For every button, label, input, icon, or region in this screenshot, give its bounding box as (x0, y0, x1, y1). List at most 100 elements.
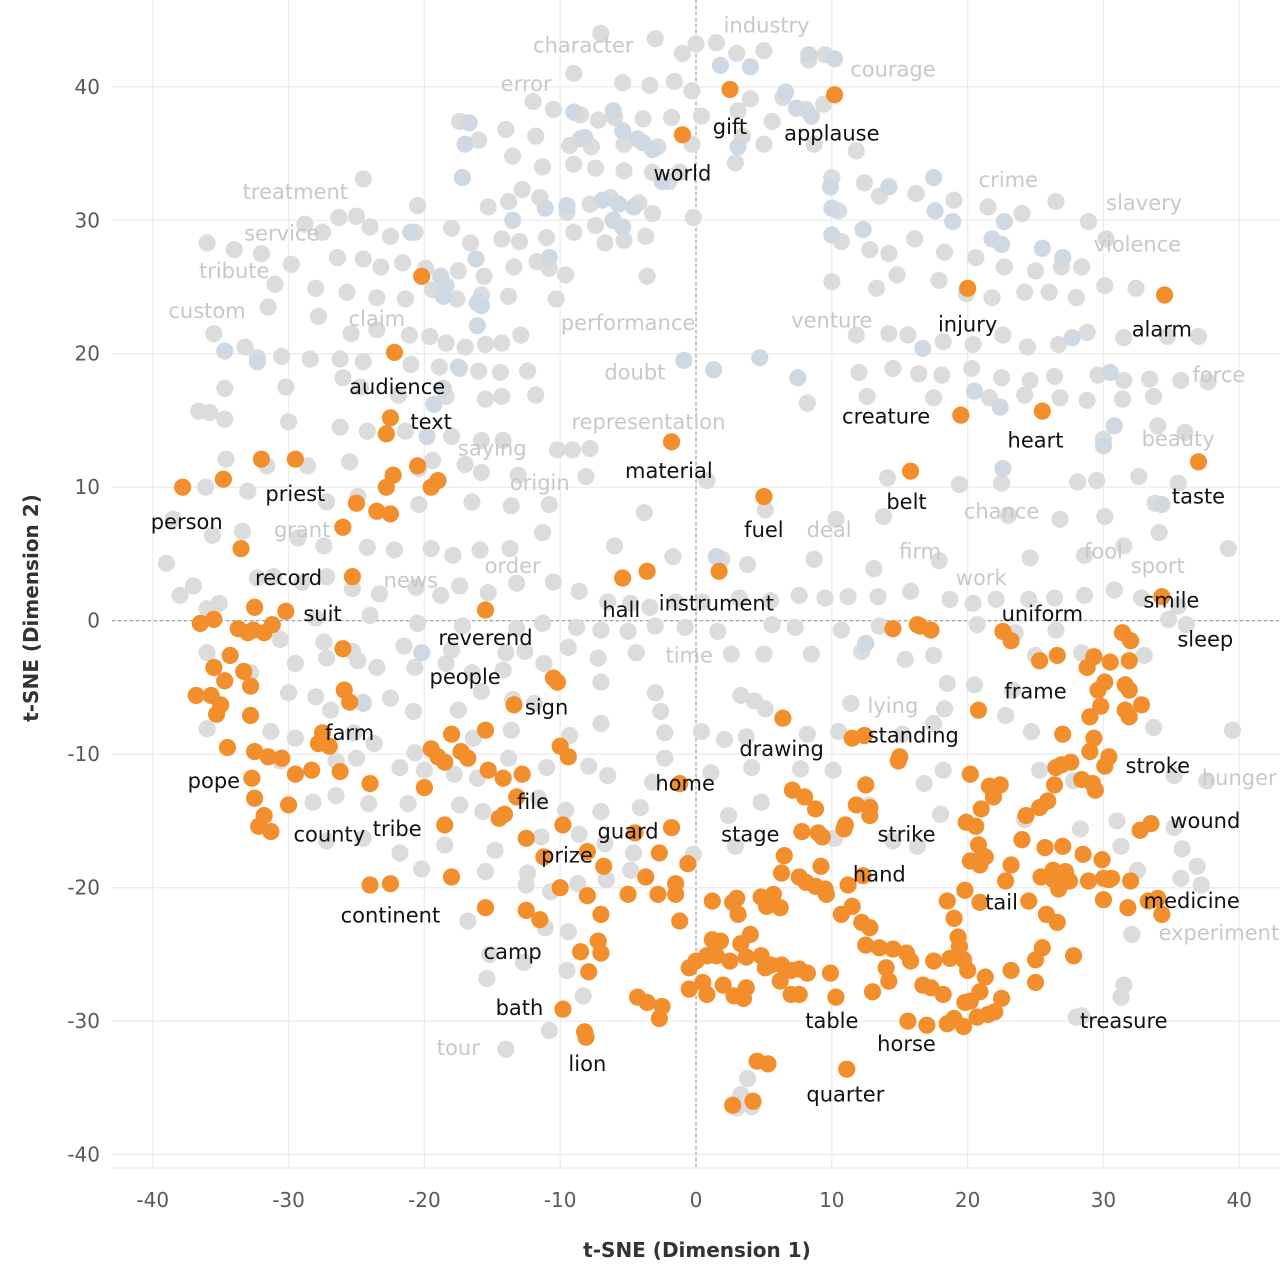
grey-point (516, 642, 534, 661)
grey-point (662, 108, 681, 127)
grey-word-label: performance (561, 311, 696, 335)
grey-point (798, 725, 816, 743)
grey-point (524, 92, 542, 111)
blue-point (216, 342, 234, 360)
grey-point (225, 241, 243, 259)
grey-point (203, 526, 222, 544)
grey-point (463, 493, 481, 511)
highlighted-point (1153, 588, 1171, 606)
grey-point (997, 706, 1015, 725)
highlighted-point (303, 761, 321, 779)
grey-point (266, 275, 284, 293)
highlighted-point (205, 658, 223, 677)
x-axis-title: t-SNE (Dimension 1) (583, 1238, 811, 1262)
highlighted-point (771, 899, 789, 917)
grey-point (964, 594, 982, 612)
highlighted-point (992, 989, 1011, 1008)
blue-point (354, 694, 372, 713)
grey-point (615, 162, 633, 180)
highlighted-word-label: medicine (1144, 889, 1240, 913)
blue-point (777, 83, 795, 101)
highlighted-point (619, 885, 637, 903)
grey-point (565, 223, 583, 241)
highlighted-point (334, 640, 352, 658)
grey-point (317, 493, 336, 511)
highlighted-point (793, 823, 811, 841)
highlighted-point (241, 706, 260, 725)
blue-point (434, 379, 452, 398)
grey-point (1040, 283, 1058, 301)
highlighted-point (938, 1015, 956, 1033)
y-tick-label: -20 (67, 876, 100, 900)
grey-point (1051, 510, 1069, 528)
highlighted-point (513, 765, 531, 783)
highlighted-point (436, 753, 454, 771)
highlighted-point (243, 769, 261, 787)
highlighted-point (839, 876, 857, 894)
grey-point (354, 829, 372, 847)
grey-word-label: news (384, 569, 438, 593)
grey-point (456, 455, 474, 474)
grey-point (1145, 387, 1163, 406)
blue-point (741, 58, 759, 76)
grey-point (273, 347, 291, 366)
grey-point (408, 196, 427, 215)
grey-word-label: hunger (1202, 766, 1277, 790)
highlighted-point (711, 932, 730, 950)
grey-point (233, 522, 251, 540)
grey-point (478, 969, 496, 988)
blue-point (751, 349, 769, 367)
highlighted-word-label: injury (938, 312, 997, 336)
highlighted-point (650, 844, 668, 862)
blue-point (821, 178, 840, 196)
grey-point (1176, 423, 1194, 442)
grey-point (259, 298, 277, 316)
highlighted-point (952, 406, 970, 424)
highlighted-point (408, 457, 427, 475)
grey-point (322, 701, 340, 719)
grey-point (934, 761, 952, 779)
grey-point (540, 1021, 558, 1040)
grey-point (599, 766, 617, 785)
grey-point (830, 722, 848, 741)
y-axis-title: t-SNE (Dimension 2) (19, 494, 43, 722)
highlighted-point (1092, 697, 1110, 715)
grey-point (216, 379, 234, 398)
grey-point (381, 227, 400, 245)
highlighted-point (1101, 653, 1119, 671)
blue-point (1054, 249, 1072, 267)
highlighted-point (825, 86, 844, 104)
blue-point (434, 287, 452, 305)
grey-point (437, 654, 455, 673)
grey-point (508, 574, 526, 592)
highlighted-point (671, 774, 689, 793)
grey-point (896, 650, 914, 669)
grey-point (1169, 597, 1187, 615)
y-tick-label: -30 (67, 1009, 100, 1033)
highlighted-point (187, 686, 205, 705)
grey-point (798, 394, 816, 412)
grey-point (513, 180, 531, 199)
grey-point (343, 580, 361, 598)
highlighted-point (918, 1016, 936, 1034)
grey-point (296, 215, 314, 233)
grey-point (252, 245, 270, 263)
blue-point (604, 211, 622, 229)
grey-point (888, 266, 906, 284)
highlighted-point (1116, 676, 1134, 694)
highlighted-point (1132, 696, 1151, 714)
grey-point (365, 734, 383, 753)
blue-point (1101, 363, 1119, 382)
grey-point (805, 135, 823, 153)
grey-point (987, 590, 1005, 608)
highlighted-point (476, 601, 495, 619)
grey-point (347, 207, 366, 225)
blue-point (857, 634, 875, 653)
grey-word-label: crime (979, 168, 1038, 192)
grey-point (1021, 371, 1039, 390)
grey-point (533, 158, 552, 176)
highlighted-point (1113, 624, 1132, 642)
grey-point (368, 289, 386, 307)
blue-point (558, 196, 576, 215)
blue-point (576, 128, 594, 147)
